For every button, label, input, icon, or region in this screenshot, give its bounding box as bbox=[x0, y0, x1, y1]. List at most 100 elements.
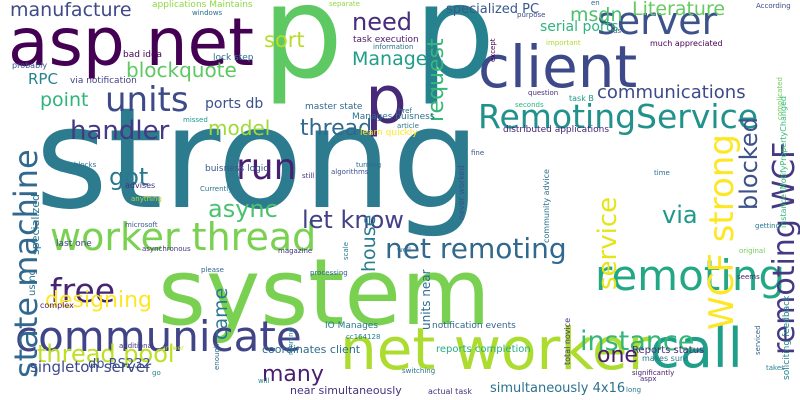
cloud-word: instance bbox=[580, 326, 695, 357]
cloud-word: task B bbox=[569, 94, 594, 103]
cloud-word: one bbox=[597, 343, 638, 368]
cloud-word: simultaneously 4x16 bbox=[490, 381, 626, 396]
cloud-word: please bbox=[201, 266, 224, 274]
cloud-word: seems bbox=[737, 273, 760, 281]
cloud-word: many bbox=[262, 362, 324, 387]
cloud-word: distributed applications bbox=[503, 125, 610, 135]
cloud-word: request bbox=[424, 38, 449, 122]
cloud-word: specialized PC bbox=[446, 2, 540, 17]
cloud-word: house bbox=[358, 214, 380, 272]
cloud-word: question bbox=[528, 89, 559, 97]
cloud-word: WCF strong bbox=[702, 134, 742, 330]
cloud-word: en bbox=[591, 0, 600, 7]
cloud-word: IO Manages bbox=[325, 321, 379, 331]
cloud-word: never worked bbox=[457, 165, 466, 220]
cloud-word: bad idea bbox=[123, 50, 163, 60]
cloud-word: actual task bbox=[428, 387, 473, 396]
cloud-word: task execution bbox=[353, 35, 419, 45]
cloud-word: need bbox=[352, 8, 412, 36]
cloud-word: serial ports bbox=[540, 19, 619, 35]
cloud-word: According bbox=[756, 2, 791, 10]
cloud-word: via notification bbox=[70, 76, 137, 86]
cloud-word: Literature bbox=[632, 0, 726, 20]
cloud-word: learn quickly bbox=[360, 128, 418, 138]
cloud-word: db RS232 bbox=[88, 357, 151, 372]
cloud-word: buisness logic bbox=[205, 164, 269, 174]
cloud-word: community advice bbox=[542, 169, 551, 243]
cloud-word: original bbox=[739, 247, 766, 255]
cloud-word: additional bbox=[119, 342, 154, 350]
cloud-word: net remoting bbox=[385, 232, 567, 265]
cloud-word: thread bbox=[300, 116, 373, 141]
cloud-word: RemotingService bbox=[478, 97, 759, 136]
cloud-word: units near bbox=[419, 269, 433, 330]
cloud-word: much appreciated bbox=[650, 39, 723, 48]
cloud-word: got bbox=[109, 163, 149, 191]
cloud-word: service bbox=[593, 196, 623, 290]
cloud-word: Reports status bbox=[632, 345, 705, 356]
cloud-word: last one bbox=[56, 239, 92, 249]
cloud-word: anything bbox=[131, 195, 162, 203]
cloud-word: using bbox=[27, 268, 38, 296]
cloud-word: running bbox=[287, 327, 295, 355]
cloud-word: msdn bbox=[570, 4, 623, 26]
cloud-word: Currently bbox=[200, 185, 233, 193]
cloud-word: missed bbox=[183, 116, 208, 124]
cloud-word: net worker bbox=[340, 315, 652, 383]
cloud-word: scale bbox=[342, 241, 350, 260]
cloud-word: free bbox=[50, 271, 116, 310]
cloud-word: point bbox=[40, 89, 89, 111]
cloud-word: aspx bbox=[640, 375, 657, 383]
cloud-word: well bbox=[397, 246, 411, 254]
cloud-word: information bbox=[373, 43, 414, 51]
cloud-word: algorithms bbox=[331, 168, 369, 176]
cloud-word: blockquote bbox=[126, 58, 237, 82]
cloud-word: getting bbox=[755, 222, 781, 230]
cloud-word: let know bbox=[302, 206, 404, 234]
cloud-word: complex bbox=[40, 301, 74, 310]
cloud-word: client bbox=[478, 33, 638, 101]
cloud-word: run bbox=[236, 147, 297, 188]
cloud-word: takes bbox=[766, 364, 785, 372]
cloud-word: model bbox=[208, 116, 271, 140]
cloud-word: Manage bbox=[352, 48, 428, 70]
cloud-word: href bbox=[398, 107, 412, 115]
cloud-word: notification events bbox=[432, 321, 516, 331]
cloud-word: go bbox=[152, 369, 161, 377]
cloud-word: total novice bbox=[563, 317, 572, 365]
cloud-word: handler bbox=[70, 116, 170, 146]
cloud-word: fine bbox=[471, 149, 485, 157]
cloud-word: answer bbox=[162, 345, 184, 352]
cloud-word: purpose bbox=[517, 11, 546, 19]
cloud-word: RPC bbox=[28, 70, 58, 88]
cloud-word: us bbox=[613, 27, 622, 35]
cloud-word: complicated bbox=[776, 77, 784, 120]
cloud-word: processing bbox=[310, 269, 348, 277]
cloud-word: asp net bbox=[8, 4, 255, 81]
cloud-word: p bbox=[414, 0, 496, 108]
cloud-word: time bbox=[654, 169, 670, 177]
cloud-word: designing bbox=[45, 288, 153, 313]
cloud-word: windows bbox=[192, 9, 223, 17]
cloud-word: specialized bbox=[29, 194, 42, 255]
cloud-word: server bbox=[597, 0, 718, 43]
cloud-word: master state bbox=[305, 102, 363, 112]
cloud-word: async bbox=[208, 195, 278, 223]
cloud-word: separate bbox=[329, 0, 360, 8]
cloud-word: reports completion bbox=[436, 344, 531, 355]
cloud-word: manufacture bbox=[10, 0, 132, 21]
cloud-word: via bbox=[662, 201, 698, 229]
cloud-word: sort bbox=[264, 28, 305, 52]
cloud-word: seconds bbox=[515, 101, 544, 109]
cloud-word: except bbox=[489, 38, 497, 62]
cloud-word: blocks bbox=[74, 161, 97, 169]
cloud-word: article bbox=[397, 122, 419, 130]
cloud-word: probably bbox=[12, 61, 48, 70]
cloud-word: Manages buisness bbox=[352, 112, 435, 122]
cloud-word: strong bbox=[35, 78, 481, 241]
cloud-word: makes sure bbox=[642, 354, 688, 363]
cloud-word: asynchronous bbox=[142, 245, 191, 253]
cloud-word: system bbox=[158, 239, 491, 346]
cloud-word: applications Maintains bbox=[152, 0, 253, 10]
